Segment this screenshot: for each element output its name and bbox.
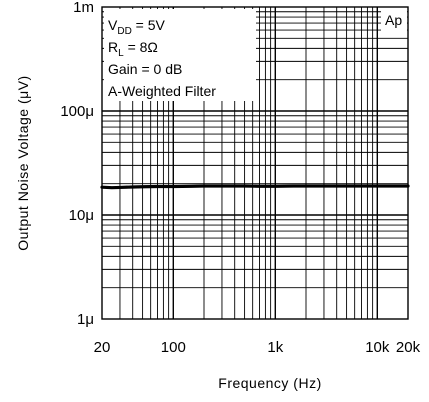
vdd-main: V [108,17,118,33]
rl-main: R [108,39,118,55]
x-tick-label: 20 [94,339,111,356]
vdd-sub: DD [117,26,131,37]
rl-rest: = 8Ω [124,39,158,55]
rl-sub: L [118,48,124,59]
annotation-gain: Gain = 0 dB [108,61,182,77]
y-tick-label: 10μ [69,207,94,224]
x-tick-label: 1k [267,339,283,356]
annotation-layer: VDD = 5V RL = 8Ω Gain = 0 dB A-Weighted … [104,9,407,101]
y-tick-label: 1μ [77,311,94,328]
x-tick-label: 100 [161,339,186,356]
tag-box [381,9,407,31]
y-axis-title: Output Noise Voltage (μV) [15,75,31,250]
annotation-vdd: VDD = 5V [108,17,166,37]
series-layer [100,184,410,190]
x-axis-title: Frequency (Hz) [218,375,321,391]
y-tick-label: 100μ [60,103,94,120]
y-tick-label: 1m [73,0,94,16]
x-tick-label: 10k [365,339,390,356]
vdd-rest: = 5V [132,17,166,33]
tick-label-layer: 20 100 1k 10k 20k 1m 100μ 10μ 1μ [60,0,420,356]
annotation-box [104,9,256,101]
annotation-rl: RL = 8Ω [108,39,158,59]
annotation-filter: A-Weighted Filter [108,83,216,99]
noise-series-line [100,184,410,190]
plot-frame [101,6,409,320]
x-tick-label: 20k [396,339,421,356]
annotation-tag: Ap [385,12,402,28]
